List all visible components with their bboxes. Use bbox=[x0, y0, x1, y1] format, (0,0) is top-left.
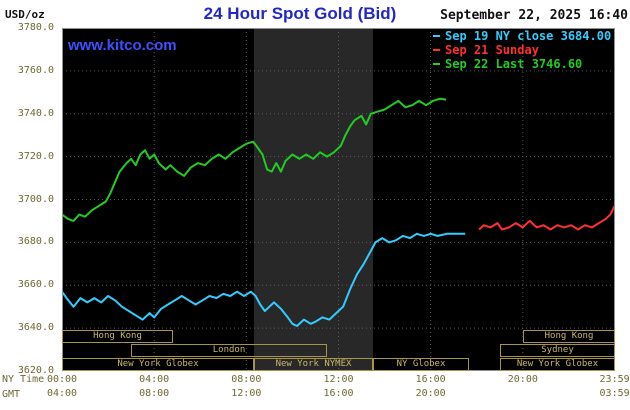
session-box-new-york-nymex: New York NYMEX bbox=[254, 358, 373, 371]
kitco-link[interactable]: www.kitco.com bbox=[68, 37, 177, 54]
legend-row: Sep 21 Sunday bbox=[433, 43, 611, 57]
y-tick-label: 3700.0 bbox=[17, 193, 54, 205]
price-series-sep-19-ny-close-3684-00 bbox=[62, 232, 466, 327]
x-tick-label-gmt: 20:00 bbox=[415, 388, 446, 399]
x-tick-label-ny: 16:00 bbox=[415, 374, 446, 385]
x-tick-label-ny: 04:00 bbox=[139, 374, 170, 385]
y-tick-label: 3760.0 bbox=[17, 64, 54, 76]
legend-row: Sep 19 NY close 3684.00 bbox=[433, 29, 611, 43]
session-box-hong-kong: Hong Kong bbox=[523, 330, 615, 343]
datetime-label: September 22, 2025 16:40 bbox=[440, 8, 628, 23]
legend: Sep 19 NY close 3684.00 Sep 21 Sunday Sep … bbox=[433, 29, 611, 71]
x-tick-label-gmt: 03:59 bbox=[599, 388, 630, 399]
y-tick-label: 3660.0 bbox=[17, 279, 54, 291]
nymex-session-band bbox=[253, 29, 374, 370]
x-tick-label-ny: 12:00 bbox=[323, 374, 354, 385]
legend-dash-icon bbox=[433, 35, 440, 37]
y-tick-label: 3740.0 bbox=[17, 107, 54, 119]
y-tick-label: 3780.0 bbox=[17, 22, 54, 33]
x-tick-label-gmt: 08:00 bbox=[139, 388, 170, 399]
plot-area: www.kitco.com Sep 19 NY close 3684.00 Sep… bbox=[62, 28, 615, 371]
y-tick-label: 3720.0 bbox=[17, 150, 54, 162]
session-box-new-york-globex: New York Globex bbox=[500, 358, 615, 371]
x-tick-label-ny: 23:59 bbox=[599, 374, 630, 385]
gmt-axis-label: GMT bbox=[2, 389, 21, 400]
x-tick-label-gmt: 12:00 bbox=[231, 388, 262, 399]
session-box-ny-globex: NY Globex bbox=[373, 358, 469, 371]
session-box-sydney: Sydney bbox=[500, 344, 615, 357]
price-series-sep-21-sunday bbox=[478, 205, 615, 231]
ny-time-axis-label: NY Time bbox=[2, 374, 45, 385]
x-tick-label-ny: 00:00 bbox=[46, 374, 78, 385]
legend-label: Sep 22 Last 3746.60 bbox=[445, 57, 583, 71]
x-tick-label-gmt: 16:00 bbox=[323, 388, 354, 399]
legend-row: Sep 22 Last 3746.60 bbox=[433, 57, 611, 71]
x-tick-label-gmt: 04:00 bbox=[46, 388, 78, 399]
legend-dash-icon bbox=[433, 63, 440, 65]
unit-label: USD/oz bbox=[5, 8, 45, 21]
x-tick-label-ny: 20:00 bbox=[507, 374, 538, 385]
x-tick-label-ny: 08:00 bbox=[231, 374, 262, 385]
y-tick-label: 3640.0 bbox=[17, 322, 54, 334]
y-tick-label: 3620.0 bbox=[17, 365, 54, 376]
price-series-sep-22-last-3746-60 bbox=[62, 97, 447, 222]
legend-label: Sep 21 Sunday bbox=[445, 43, 539, 57]
chart-title: 24 Hour Spot Gold (Bid) bbox=[203, 4, 397, 23]
session-box-london: London bbox=[131, 344, 327, 357]
session-box-new-york-globex: New York Globex bbox=[62, 358, 254, 371]
y-tick-label: 3680.0 bbox=[17, 236, 54, 248]
session-box-hong-kong: Hong Kong bbox=[62, 330, 173, 343]
legend-dash-icon bbox=[433, 49, 440, 51]
legend-label: Sep 19 NY close 3684.00 bbox=[445, 29, 612, 43]
chart-canvas bbox=[62, 28, 615, 371]
